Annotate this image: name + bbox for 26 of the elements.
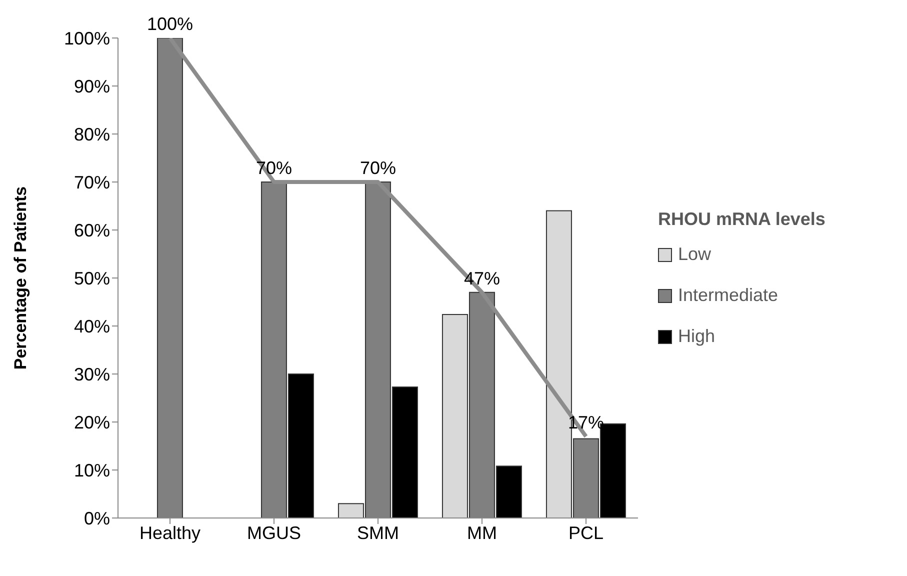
- legend-label: High: [677, 326, 716, 347]
- x-tick-label: Healthy: [139, 522, 201, 543]
- y-tick-label: 10%: [74, 460, 110, 480]
- x-tick-label: MGUS: [247, 522, 301, 543]
- data-label: 100%: [146, 14, 194, 34]
- y-tick-label: 90%: [74, 76, 110, 96]
- legend-label: Low: [677, 244, 712, 265]
- y-tick-label: 70%: [74, 172, 110, 192]
- y-tick-label: 40%: [74, 316, 110, 336]
- data-label: 70%: [256, 158, 292, 178]
- y-tick-label: 20%: [74, 412, 110, 432]
- x-tick-label: SMM: [357, 522, 399, 543]
- x-tick-label: MM: [467, 522, 497, 543]
- legend-label: Intermediate: [677, 285, 780, 306]
- y-tick-label: 30%: [74, 364, 110, 384]
- y-tick-label: 80%: [74, 124, 110, 144]
- y-tick-label: 100%: [64, 28, 110, 48]
- y-axis-title: Percentage of Patients: [11, 186, 30, 370]
- data-label: 17%: [568, 412, 604, 432]
- x-tick-label: PCL: [568, 522, 604, 543]
- data-label: 70%: [360, 158, 396, 178]
- legend-title: RHOU mRNA levels: [658, 209, 826, 230]
- y-tick-label: 50%: [74, 268, 110, 288]
- data-label: 47%: [464, 268, 500, 288]
- y-tick-label: 0%: [84, 508, 110, 528]
- y-tick-label: 60%: [74, 220, 110, 240]
